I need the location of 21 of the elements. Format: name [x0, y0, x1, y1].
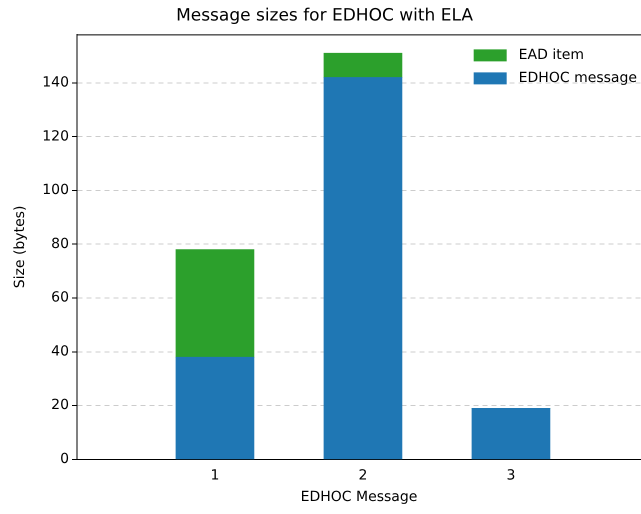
y-tick-label: 60 [51, 290, 69, 306]
y-tick-label: 140 [42, 74, 69, 90]
bar [324, 77, 402, 460]
bar [472, 408, 550, 460]
x-axis-title: EDHOC Message [300, 489, 418, 506]
x-tick-label: 2 [358, 467, 368, 484]
y-tick-label: 0 [60, 451, 69, 468]
chart-title: Message sizes for EDHOC with ELA [176, 6, 474, 26]
y-tick-label: 100 [42, 182, 69, 198]
legend-label: EDHOC message [518, 70, 638, 86]
y-tick-label: 20 [51, 397, 69, 414]
x-tick-label: 3 [506, 467, 516, 484]
y-tick-label: 120 [42, 128, 69, 144]
y-tick-label: 80 [51, 236, 69, 252]
y-axis-title: Size (bytes) [12, 206, 28, 288]
legend-label: EAD item [518, 47, 584, 64]
bar [324, 52, 402, 78]
bar [176, 249, 254, 358]
bar [176, 356, 254, 460]
x-tick-label: 1 [210, 467, 220, 484]
y-tick-label: 40 [51, 343, 69, 360]
